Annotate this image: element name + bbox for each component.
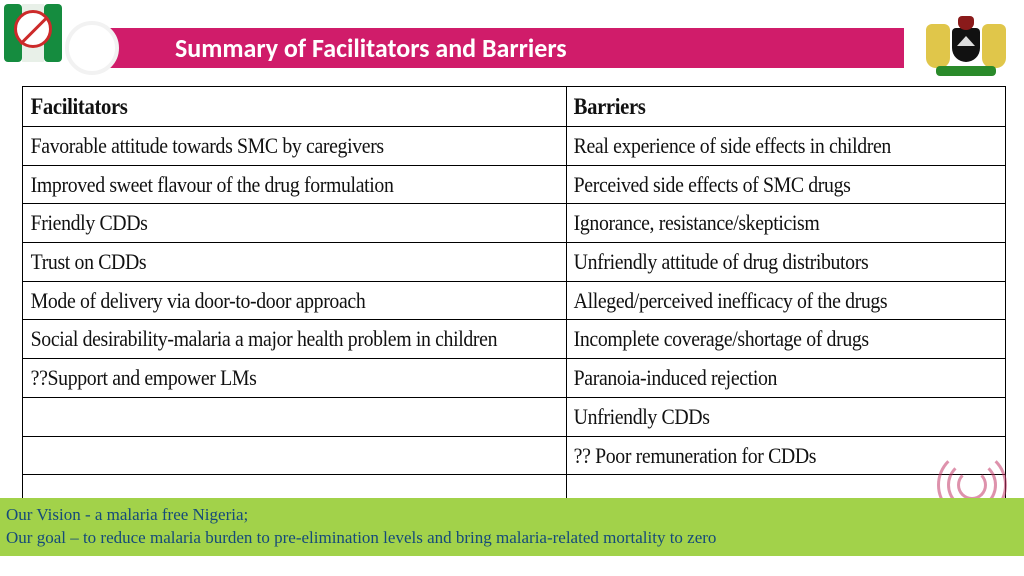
table-row: Mode of delivery via door-to-door approa…: [23, 281, 1006, 320]
facilitator-cell: Improved sweet flavour of the drug formu…: [23, 165, 512, 204]
barrier-cell: Unfriendly attitude of drug distributors: [566, 243, 961, 282]
table-row: Friendly CDDs Ignorance, resistance/skept…: [23, 204, 1006, 243]
footer-banner: Our Vision - a malaria free Nigeria; Our…: [0, 498, 1024, 556]
table-header-row: Facilitators Barriers: [23, 87, 1006, 127]
title-bar: Summary of Facilitators and Barriers: [65, 28, 904, 68]
table-row: Trust on CDDs Unfriendly attitude of drug…: [23, 243, 1006, 282]
facilitator-cell: ??Support and empower LMs: [23, 359, 512, 398]
table-row: Improved sweet flavour of the drug formu…: [23, 165, 1006, 204]
facilitator-cell: Trust on CDDs: [23, 243, 512, 282]
table-row: Social desirability-malaria a major heal…: [23, 320, 1006, 359]
facilitator-cell: Mode of delivery via door-to-door approa…: [23, 281, 512, 320]
barrier-cell: Ignorance, resistance/skepticism: [566, 204, 961, 243]
barrier-cell: Incomplete coverage/shortage of drugs: [566, 320, 961, 359]
barrier-cell: ?? Poor remuneration for CDDs: [566, 436, 961, 475]
footer-line-vision: Our Vision - a malaria free Nigeria;: [6, 504, 1016, 527]
facilitator-cell: Social desirability-malaria a major heal…: [23, 320, 512, 359]
nigeria-coat-of-arms-icon: [926, 18, 1006, 78]
col-header-barriers: Barriers: [566, 87, 961, 127]
facilitator-cell: [23, 397, 512, 436]
barrier-cell: Perceived side effects of SMC drugs: [566, 165, 961, 204]
facilitators-barriers-table: Facilitators Barriers Favorable attitude…: [22, 86, 1006, 514]
barrier-cell: Unfriendly CDDs: [566, 397, 961, 436]
facilitator-cell: [23, 436, 512, 475]
table-row: Unfriendly CDDs: [23, 397, 1006, 436]
table-row: Favorable attitude towards SMC by caregi…: [23, 127, 1006, 166]
table-row: ??Support and empower LMs Paranoia-induce…: [23, 359, 1006, 398]
col-header-facilitators: Facilitators: [23, 87, 512, 127]
barrier-cell: Real experience of side effects in child…: [566, 127, 961, 166]
title-circle-icon: [65, 21, 119, 75]
facilitator-cell: Friendly CDDs: [23, 204, 512, 243]
barrier-cell: Paranoia-induced rejection: [566, 359, 961, 398]
barrier-cell: Alleged/perceived inefficacy of the drug…: [566, 281, 961, 320]
nigeria-flag-malaria-icon: [4, 4, 62, 70]
table-row: ?? Poor remuneration for CDDs: [23, 436, 1006, 475]
facilitator-cell: Favorable attitude towards SMC by caregi…: [23, 127, 512, 166]
slide-title: Summary of Facilitators and Barriers: [95, 28, 904, 68]
footer-line-goal: Our goal – to reduce malaria burden to p…: [6, 527, 1016, 550]
